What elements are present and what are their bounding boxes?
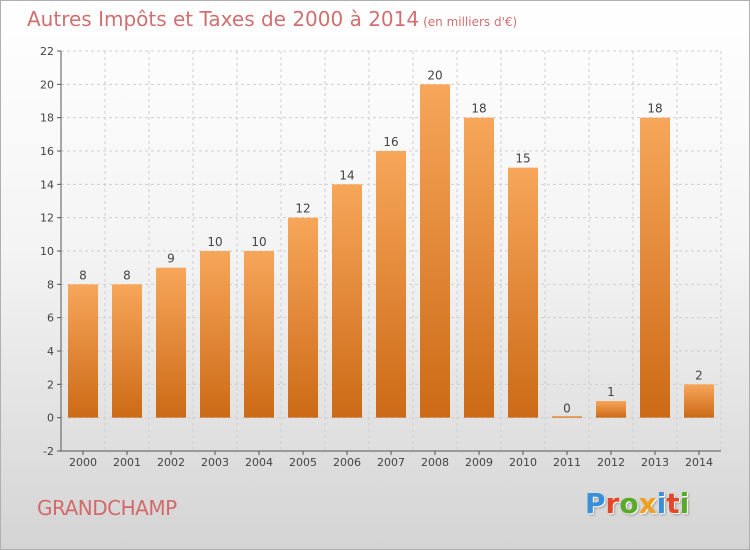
y-tick-label: 14 [40, 178, 54, 191]
x-tick-label: 2008 [421, 456, 449, 469]
logo-letter: i [679, 487, 690, 520]
x-tick-label: 2007 [377, 456, 405, 469]
bar [156, 267, 186, 418]
logo-letter: i [656, 487, 667, 520]
bar [112, 284, 142, 418]
logo-letter: x [638, 487, 657, 520]
x-tick-label: 2005 [289, 456, 317, 469]
bar [420, 84, 450, 418]
y-tick-label: 6 [47, 312, 54, 325]
bar [68, 284, 98, 418]
y-tick-label: 2 [47, 378, 54, 391]
bar [200, 251, 230, 418]
logo-letter: P [585, 487, 606, 520]
x-tick-label: 2001 [113, 456, 141, 469]
y-tick-label: 10 [40, 245, 54, 258]
y-tick-label: 8 [47, 278, 54, 291]
x-tick-label: 2010 [509, 456, 537, 469]
bar-value-label: 9 [167, 252, 175, 266]
x-tick-label: 2009 [465, 456, 493, 469]
y-tick-label: 4 [47, 345, 54, 358]
x-tick-label: 2003 [201, 456, 229, 469]
bar [552, 416, 582, 418]
y-tick-label: 12 [40, 212, 54, 225]
bar-value-label: 14 [339, 168, 354, 182]
chart-title-text: Autres Impôts et Taxes de 2000 à 2014 [27, 7, 420, 31]
bar-value-label: 10 [251, 235, 266, 249]
bar [332, 184, 362, 418]
bar [684, 384, 714, 418]
chart-title: Autres Impôts et Taxes de 2000 à 2014 (en… [27, 7, 517, 31]
bar-value-label: 20 [427, 68, 442, 82]
bar-value-label: 15 [515, 152, 530, 166]
bar-value-label: 0 [563, 402, 571, 416]
bar-value-label: 8 [79, 268, 87, 282]
y-tick-label: 16 [40, 145, 54, 158]
bar [244, 251, 274, 418]
commune-name: GRANDCHAMP [37, 496, 177, 520]
logo-letter: r [605, 487, 620, 520]
y-tick-label: 22 [40, 45, 54, 58]
x-tick-label: 2011 [553, 456, 581, 469]
y-tick-label: -2 [43, 445, 54, 458]
bar-value-label: 16 [383, 135, 398, 149]
y-tick-label: 0 [47, 412, 54, 425]
bar [376, 151, 406, 418]
bar [640, 117, 670, 418]
x-tick-label: 2012 [597, 456, 625, 469]
bar [596, 401, 626, 418]
x-tick-label: 2002 [157, 456, 185, 469]
x-tick-label: 2000 [69, 456, 97, 469]
bar-value-label: 18 [647, 102, 662, 116]
bar-value-label: 2 [695, 368, 703, 382]
bar-value-label: 8 [123, 268, 131, 282]
x-tick-label: 2013 [641, 456, 669, 469]
bar [288, 217, 318, 418]
chart-unit: (en milliers d'€) [423, 15, 518, 29]
logo-letter: o [619, 487, 639, 520]
logo-letter: t [666, 487, 680, 520]
x-tick-label: 2006 [333, 456, 361, 469]
bar-value-label: 1 [607, 385, 615, 399]
bar [464, 117, 494, 418]
y-tick-label: 18 [40, 112, 54, 125]
proxiti-logo: Proxiti [585, 487, 689, 520]
axes [57, 50, 721, 455]
x-tick-label: 2014 [685, 456, 713, 469]
bar-value-label: 10 [207, 235, 222, 249]
y-tick-label: 20 [40, 78, 54, 91]
bar-value-label: 18 [471, 102, 486, 116]
x-tick-label: 2004 [245, 456, 273, 469]
labels: -202468101214161820228200082001920021020… [40, 45, 713, 469]
bar-value-label: 12 [295, 202, 310, 216]
bars [68, 84, 714, 418]
bar [508, 167, 538, 418]
